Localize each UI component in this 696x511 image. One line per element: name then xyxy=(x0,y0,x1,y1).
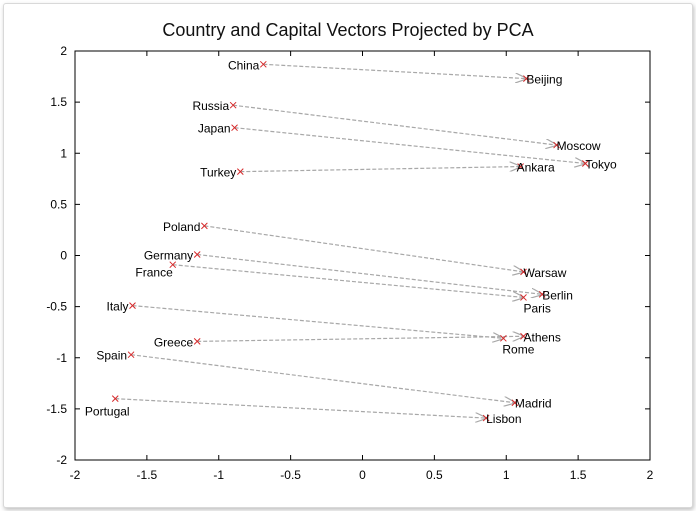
point-marker xyxy=(500,334,507,342)
capital-label: Beijing xyxy=(526,73,562,87)
point-marker xyxy=(201,222,208,230)
country-capital-arrow xyxy=(234,127,586,164)
x-tick-label: 1 xyxy=(503,468,510,482)
point-marker xyxy=(193,338,201,345)
point-marker xyxy=(236,168,244,176)
country-label: Spain xyxy=(96,349,127,363)
y-tick-label: -0.5 xyxy=(46,300,67,314)
point-marker xyxy=(193,251,201,258)
point-marker xyxy=(520,294,527,301)
point-marker xyxy=(517,163,524,170)
capital-label: Paris xyxy=(524,301,551,315)
y-tick-label: -2 xyxy=(56,453,67,467)
y-tick-label: -1.5 xyxy=(46,402,67,416)
country-capital-arrow xyxy=(130,354,515,403)
country-label: Turkey xyxy=(200,166,236,180)
country-capital-arrow xyxy=(132,305,504,339)
point-marker xyxy=(129,302,136,309)
country-capital-arrow xyxy=(172,264,524,298)
point-marker xyxy=(523,75,530,82)
point-marker xyxy=(553,141,560,149)
country-capital-arrow xyxy=(115,398,486,418)
country-label: France xyxy=(135,266,173,280)
point-marker xyxy=(482,414,490,422)
point-marker xyxy=(229,101,237,109)
country-label: Poland xyxy=(163,220,200,234)
y-tick-label: 1.5 xyxy=(50,95,67,109)
y-tick-label: 1 xyxy=(60,146,67,160)
capital-label: Lisbon xyxy=(486,412,521,426)
capital-label: Ankara xyxy=(517,161,555,175)
country-capital-arrow xyxy=(263,63,526,78)
x-tick-label: -1 xyxy=(213,468,224,482)
point-labels: China Beijing Russia Moscow Japan Tokyo Turkey… xyxy=(85,58,617,426)
point-marker xyxy=(538,291,546,298)
arrows xyxy=(115,63,586,418)
axis-ticks: -2 -1.5 -1 -0.5 0 0.5 1 1.5 2 2 1.5 1 0.5 0 -0.5 -1 -1.5… xyxy=(46,44,653,482)
point-marker xyxy=(231,124,238,132)
capital-label: Athens xyxy=(524,330,561,344)
country-capital-arrow xyxy=(233,104,556,145)
markers xyxy=(111,60,589,422)
point-marker xyxy=(581,160,589,167)
y-tick-label: 0 xyxy=(60,249,67,263)
x-tick-label: 2 xyxy=(647,468,654,482)
point-marker xyxy=(259,60,267,68)
country-label: Portugal xyxy=(85,405,130,419)
country-label: China xyxy=(228,58,260,72)
chart-frame xyxy=(3,3,693,508)
capital-label: Madrid xyxy=(515,397,552,411)
capital-label: Tokyo xyxy=(585,157,617,171)
y-tick-label: 0.5 xyxy=(50,197,67,211)
x-tick-label: -0.5 xyxy=(280,468,301,482)
chart-title: Country and Capital Vectors Projected by… xyxy=(162,20,534,40)
y-tick-label: 2 xyxy=(60,44,67,58)
capital-label: Moscow xyxy=(557,139,601,153)
point-marker xyxy=(511,399,519,407)
capital-label: Rome xyxy=(502,342,534,356)
point-marker xyxy=(520,268,527,276)
country-capital-arrow xyxy=(197,336,523,342)
y-tick-label: -1 xyxy=(56,351,67,365)
x-tick-label: -1.5 xyxy=(137,468,158,482)
point-marker xyxy=(169,261,177,269)
country-capital-arrow xyxy=(197,253,542,294)
x-tick-label: -2 xyxy=(70,468,81,482)
country-capital-arrow xyxy=(240,167,520,173)
country-label: Germany xyxy=(144,248,193,262)
country-label: Italy xyxy=(106,300,128,314)
country-label: Greece xyxy=(154,335,194,349)
x-tick-label: 0.5 xyxy=(426,468,443,482)
country-capital-arrow xyxy=(204,225,523,272)
x-tick-label: 0 xyxy=(359,468,366,482)
capital-label: Berlin xyxy=(542,288,573,302)
point-marker xyxy=(520,332,527,340)
country-label: Russia xyxy=(192,99,229,113)
point-marker xyxy=(127,351,135,359)
x-tick-label: 1.5 xyxy=(570,468,587,482)
capital-label: Warsaw xyxy=(524,266,567,280)
point-marker xyxy=(111,395,119,403)
country-label: Japan xyxy=(198,122,231,136)
